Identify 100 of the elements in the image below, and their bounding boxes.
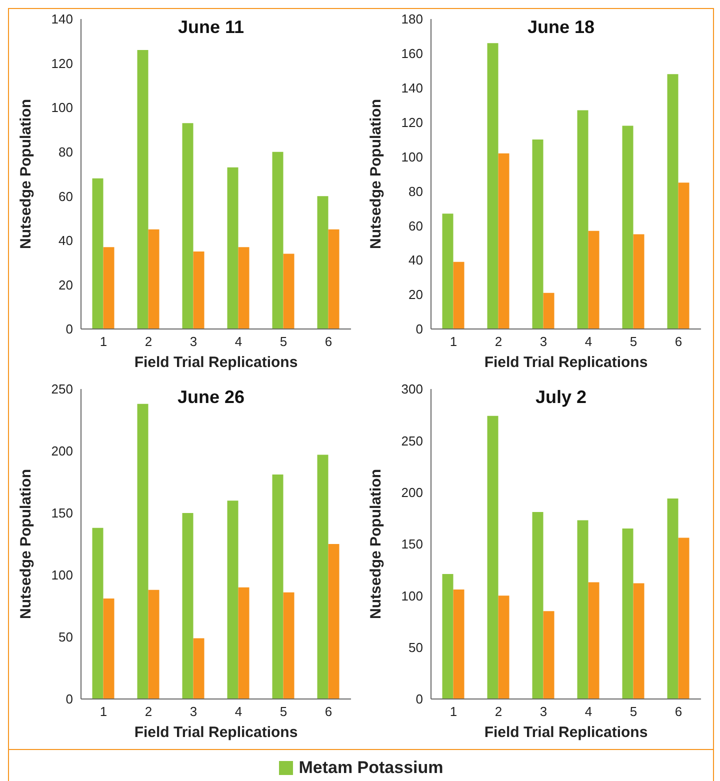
x-tick-label: 4: [234, 334, 242, 350]
y-tick-label: 50: [58, 630, 73, 645]
y-tick-label: 300: [401, 382, 423, 397]
y-tick-label: 20: [58, 277, 73, 292]
x-axis-title: Field Trial Replications: [134, 354, 298, 371]
x-tick-label: 5: [280, 704, 288, 720]
bar: [328, 544, 340, 699]
x-tick-label: 3: [190, 334, 198, 350]
y-tick-label: 20: [408, 287, 423, 302]
bar: [453, 262, 464, 329]
bar: [532, 140, 544, 329]
bar: [667, 74, 678, 329]
bar: [272, 152, 284, 329]
bar: [622, 126, 634, 329]
x-tick-label: 3: [190, 704, 198, 720]
bar: [92, 528, 104, 699]
y-tick-label: 100: [401, 588, 423, 604]
bar: [667, 498, 678, 699]
y-tick-label: 60: [408, 218, 423, 234]
y-axis-title: Nutsedge Population: [17, 469, 34, 619]
bar: [498, 596, 510, 699]
y-tick-label: 100: [51, 100, 73, 116]
x-tick-label: 3: [540, 334, 548, 350]
y-tick-label: 250: [401, 433, 423, 448]
x-axis-title: Field Trial Replications: [484, 354, 648, 371]
bar: [442, 214, 454, 329]
x-tick-label: 6: [674, 704, 682, 720]
y-tick-label: 200: [51, 444, 73, 459]
y-tick-label: 80: [58, 144, 73, 160]
y-tick-label: 150: [401, 536, 423, 552]
chart-title: June 11: [178, 17, 244, 37]
bar: [532, 512, 544, 699]
y-tick-label: 40: [408, 252, 423, 268]
x-tick-label: 1: [100, 334, 108, 350]
y-tick-label: 80: [408, 184, 423, 199]
y-tick-label: 0: [66, 692, 73, 707]
x-tick-label: 5: [280, 334, 288, 350]
y-tick-label: 200: [401, 484, 423, 500]
bar: [442, 574, 454, 699]
bar: [453, 589, 464, 699]
bar: [148, 229, 160, 329]
x-tick-label: 4: [234, 704, 242, 720]
bar: [272, 474, 284, 699]
chart-title: July 2: [535, 387, 587, 407]
y-tick-label: 50: [408, 640, 423, 655]
bar: [317, 196, 328, 329]
y-tick-label: 140: [401, 80, 423, 96]
chart-title: June 26: [177, 387, 245, 407]
bar: [103, 247, 114, 329]
bar: [633, 234, 644, 329]
bar: [193, 252, 204, 329]
bar: [328, 229, 340, 329]
bar: [577, 110, 588, 329]
x-tick-label: 4: [584, 334, 592, 350]
x-tick-label: 6: [324, 334, 332, 350]
y-axis-title: Nutsedge Population: [367, 469, 384, 619]
bar: [137, 404, 148, 699]
bar: [622, 528, 634, 699]
bar: [238, 587, 250, 699]
y-tick-label: 100: [401, 149, 423, 164]
x-tick-label: 1: [450, 704, 458, 720]
x-tick-label: 5: [630, 334, 638, 350]
bar: [182, 123, 194, 329]
legend-label: Metam Potassium: [298, 758, 444, 778]
bar: [543, 292, 554, 329]
bar: [317, 454, 328, 699]
bar: [588, 582, 600, 699]
bar: [678, 538, 690, 699]
x-tick-label: 1: [450, 334, 458, 350]
x-tick-label: 3: [540, 704, 548, 720]
bar: [498, 153, 510, 329]
x-axis-title: Field Trial Replications: [484, 724, 648, 741]
bar: [283, 592, 294, 699]
x-tick-label: 2: [144, 704, 152, 720]
y-tick-label: 180: [401, 12, 423, 27]
bar: [148, 590, 160, 699]
bar: [588, 230, 600, 329]
y-axis-title: Nutsedge Population: [367, 99, 384, 249]
bar: [103, 598, 114, 699]
bar: [543, 611, 554, 699]
bar: [633, 583, 644, 699]
bar: [283, 254, 294, 329]
x-tick-label: 6: [674, 334, 682, 350]
y-tick-label: 40: [58, 233, 73, 248]
bar: [487, 416, 498, 699]
x-tick-label: 5: [630, 704, 638, 720]
x-tick-label: 2: [494, 334, 502, 350]
bar: [182, 513, 194, 699]
bar: [678, 182, 690, 329]
y-tick-label: 0: [66, 322, 73, 337]
y-tick-label: 250: [51, 382, 73, 397]
bar: [193, 638, 204, 699]
y-tick-label: 140: [51, 12, 73, 27]
y-tick-label: 120: [51, 56, 73, 71]
y-tick-label: 160: [401, 46, 423, 62]
x-tick-label: 2: [494, 704, 502, 720]
x-tick-label: 6: [324, 704, 332, 720]
y-axis-title: Nutsedge Population: [17, 99, 34, 249]
bar: [487, 43, 498, 329]
y-tick-label: 150: [51, 506, 73, 521]
